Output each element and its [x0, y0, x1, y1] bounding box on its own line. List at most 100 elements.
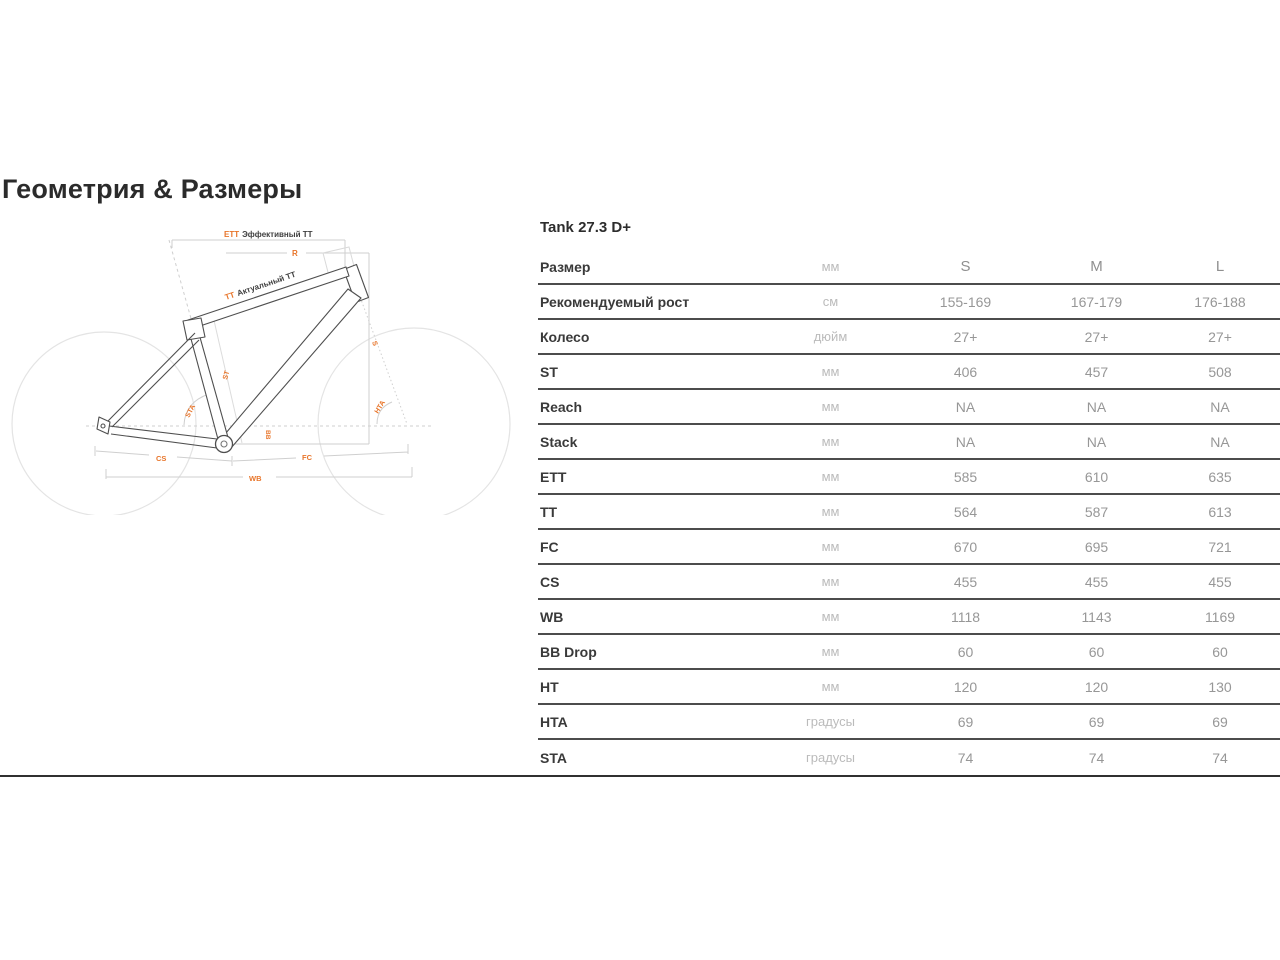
row-value-s: 406: [953, 363, 978, 380]
row-value-m: 457: [1084, 363, 1109, 380]
row-value-s: 27+: [953, 328, 978, 345]
row-value-s: 74: [957, 749, 974, 766]
row-unit: мм: [821, 469, 840, 484]
ett-label: ETT Эффективный ТТ: [224, 230, 313, 239]
wheel-circles: [11, 327, 511, 515]
header-unit: мм: [821, 259, 840, 274]
row-value-s: 155-169: [939, 293, 992, 310]
row-label: Рекомендуемый рост: [540, 293, 690, 310]
row-label: ST: [540, 363, 558, 380]
stack-label: S: [370, 340, 378, 347]
seat-collar: [182, 317, 206, 341]
table-row: ST мм 406 457 508: [538, 355, 1280, 390]
row-value-l: NA: [1210, 398, 1230, 415]
row-value-m: 120: [1084, 678, 1109, 695]
row-value-m: NA: [1086, 433, 1107, 450]
bottom-bracket-inner: [220, 440, 228, 448]
row-value-s: 670: [953, 538, 978, 555]
table-row: Колесо дюйм 27+ 27+ 27+: [538, 320, 1280, 355]
bike-frame: [96, 263, 370, 454]
size-s-header: S: [960, 258, 971, 275]
row-value-m: 69: [1088, 713, 1105, 730]
size-m-header: M: [1090, 258, 1103, 275]
bb-drop-label: BB: [264, 430, 271, 440]
row-label: HT: [540, 678, 559, 695]
row-unit: мм: [821, 434, 840, 449]
row-unit: мм: [821, 399, 840, 414]
row-value-m: NA: [1086, 398, 1107, 415]
rear-axle: [100, 423, 106, 429]
row-label: TT: [540, 503, 558, 520]
table-row: CS мм 455 455 455: [538, 565, 1280, 600]
row-unit: мм: [821, 504, 840, 519]
table-row: FC мм 670 695 721: [538, 530, 1280, 565]
rear-wheel-circle: [11, 331, 197, 515]
row-value-m: 27+: [1084, 328, 1109, 345]
row-value-s: 60: [957, 643, 974, 660]
table-row: STA градусы 74 74 74: [538, 740, 1280, 775]
row-value-s: 1118: [950, 608, 981, 625]
geometry-table: Размер мм S M L Рекомендуемый рост см 15…: [538, 250, 1280, 775]
cs-label: CS: [156, 454, 166, 463]
row-value-l: 60: [1212, 643, 1228, 660]
table-row: TT мм 564 587 613: [538, 495, 1280, 530]
page-title: Геометрия & Размеры: [2, 174, 303, 204]
bottom-bracket: [214, 434, 234, 454]
row-unit: градусы: [806, 714, 855, 729]
row-value-l: 455: [1208, 573, 1232, 590]
wb-label: WB: [249, 474, 262, 483]
row-unit: дюйм: [813, 329, 848, 344]
size-l-header: L: [1215, 258, 1225, 275]
table-row: HT мм 120 120 130: [538, 670, 1280, 705]
row-value-l: 721: [1208, 538, 1232, 555]
row-unit: мм: [821, 574, 840, 589]
table-row: HTA градусы 69 69 69: [538, 705, 1280, 740]
table-row: WB мм 1118 1143 1169: [538, 600, 1280, 635]
hta-label: HTA: [374, 400, 387, 415]
row-label: WB: [540, 608, 564, 625]
row-unit: мм: [821, 539, 840, 554]
row-label: Reach: [540, 398, 583, 415]
row-value-s: NA: [955, 433, 976, 450]
row-unit: градусы: [806, 750, 855, 765]
row-value-l: 69: [1212, 713, 1228, 730]
row-unit: мм: [821, 609, 840, 624]
chain-stays: [108, 425, 218, 449]
row-value-s: 585: [953, 468, 978, 485]
table-row: Reach мм NA NA NA: [538, 390, 1280, 425]
row-value-m: 60: [1088, 643, 1105, 660]
reach-label: R: [292, 249, 298, 258]
row-value-l: 508: [1208, 363, 1232, 380]
seat-tube: [186, 322, 230, 444]
header-label: Размер: [540, 258, 591, 275]
table-header-row: Размер мм S M L: [538, 250, 1280, 285]
row-value-l: 130: [1208, 678, 1232, 695]
table-row: ETT мм 585 610 635: [538, 460, 1280, 495]
row-unit: мм: [821, 644, 840, 659]
down-tube: [219, 288, 362, 449]
row-value-s: NA: [955, 398, 976, 415]
row-value-l: 613: [1208, 503, 1232, 520]
row-label: HTA: [540, 713, 568, 730]
row-unit: см: [822, 294, 839, 309]
row-label: ETT: [540, 468, 567, 485]
row-unit: мм: [821, 679, 840, 694]
st-label: ST: [222, 369, 231, 380]
row-value-l: NA: [1210, 433, 1230, 450]
row-value-m: 695: [1084, 538, 1109, 555]
row-label: BB Drop: [540, 643, 597, 660]
row-value-l: 27+: [1208, 328, 1232, 345]
row-value-l: 176-188: [1194, 293, 1246, 310]
row-value-m: 455: [1084, 573, 1109, 590]
row-label: Stack: [540, 433, 578, 450]
row-value-s: 564: [953, 503, 978, 520]
row-value-l: 1169: [1204, 608, 1236, 625]
fc-label: FC: [302, 453, 313, 462]
table-row: BB Drop мм 60 60 60: [538, 635, 1280, 670]
table-row: Рекомендуемый рост см 155-169 167-179 17…: [538, 285, 1280, 320]
table-row: Stack мм NA NA NA: [538, 425, 1280, 460]
model-title: Tank 27.3 D+: [540, 219, 632, 236]
row-value-s: 455: [953, 573, 978, 590]
row-value-s: 120: [953, 678, 978, 695]
row-value-l: 74: [1212, 749, 1228, 766]
